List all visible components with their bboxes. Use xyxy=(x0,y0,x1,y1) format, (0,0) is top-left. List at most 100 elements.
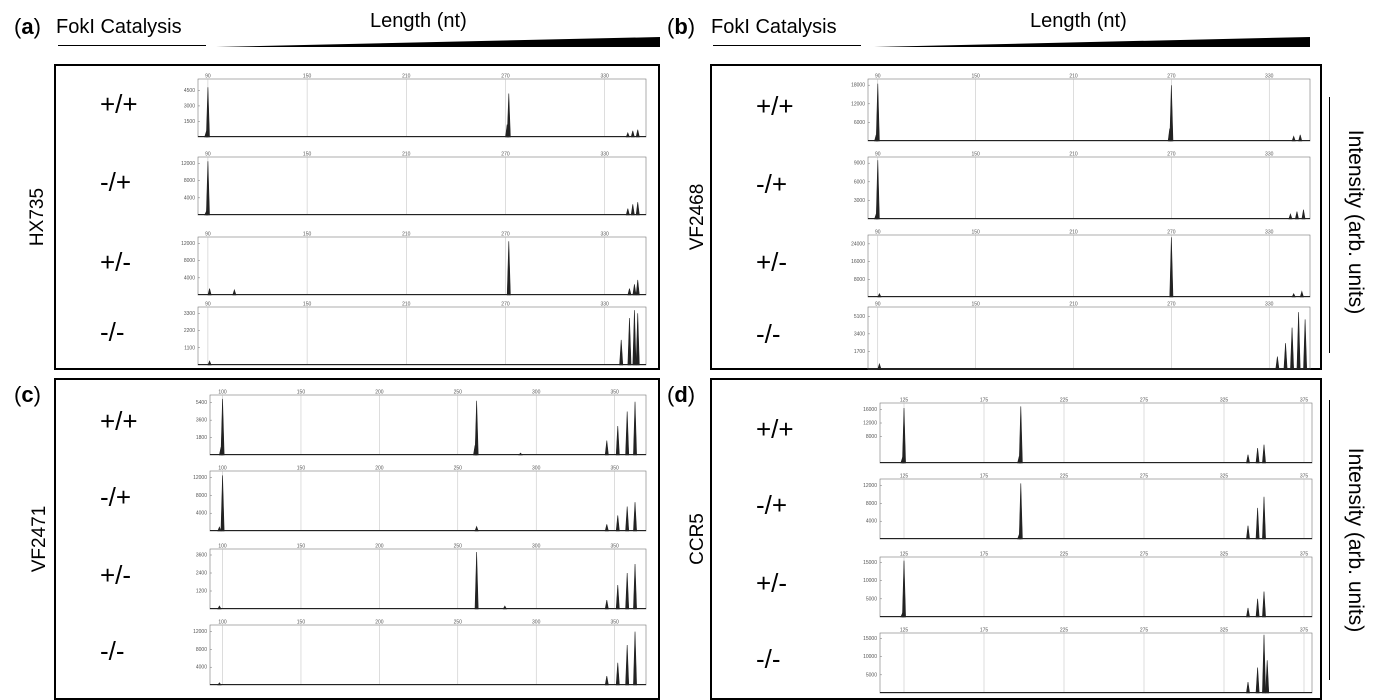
y-tick-label: 1700 xyxy=(854,349,865,355)
x-tick-label: 375 xyxy=(1300,552,1309,558)
peak xyxy=(1288,213,1293,220)
x-tick-label: 250 xyxy=(454,466,463,472)
x-tick-label: 175 xyxy=(980,474,989,480)
trace-c-1: 100 150 200 250 300 350 1800 3600 5400 xyxy=(196,390,647,456)
trace-b-2: 90 150 210 270 330 3000 6000 9000 xyxy=(854,152,1311,220)
x-tick-label: 270 xyxy=(1167,74,1176,80)
condition-label-d-2: -/+ xyxy=(756,490,788,520)
peak xyxy=(1290,327,1294,370)
panel-label-a: (a) xyxy=(14,14,41,39)
x-tick-label: 350 xyxy=(610,390,619,396)
trace-frame xyxy=(197,236,647,296)
x-tick-label: 150 xyxy=(297,390,306,396)
x-tick-label: 300 xyxy=(532,620,541,626)
trace-frame xyxy=(197,306,647,366)
y-tick-label: 8000 xyxy=(184,258,195,264)
peak xyxy=(604,440,609,456)
y-tick-label: 10000 xyxy=(863,578,877,584)
peak xyxy=(902,407,906,464)
y-tick-label: 16000 xyxy=(851,259,865,265)
x-tick-label: 150 xyxy=(971,302,980,308)
x-tick-label: 90 xyxy=(205,74,211,80)
condition-label-a-3: +/- xyxy=(100,247,132,277)
y-tick-label: 8000 xyxy=(866,501,877,507)
y-tick-label: 2400 xyxy=(196,571,207,577)
x-tick-label: 125 xyxy=(900,552,909,558)
peak xyxy=(1262,496,1266,540)
peak xyxy=(1303,319,1308,370)
trace-frame xyxy=(209,548,647,610)
y-tick-label: 4000 xyxy=(866,519,877,525)
peak xyxy=(633,631,637,686)
peak xyxy=(217,605,222,610)
length-wedge-b xyxy=(874,37,1310,47)
peak xyxy=(902,560,906,618)
length-label-a: Length (nt) xyxy=(370,10,467,32)
y-tick-label: 5000 xyxy=(866,596,877,602)
peak xyxy=(1299,290,1304,298)
y-tick-label: 5400 xyxy=(196,400,207,406)
condition-label-b-4: -/- xyxy=(756,319,781,349)
x-tick-label: 375 xyxy=(1300,474,1309,480)
panel-label-b: (b) xyxy=(667,14,696,39)
trace-d-2: 125 175 225 275 325 375 4000 8000 12000 xyxy=(863,474,1313,540)
x-tick-label: 125 xyxy=(900,398,909,404)
panel-box-a xyxy=(54,64,660,370)
peak xyxy=(217,526,222,532)
peak xyxy=(604,599,609,610)
peak xyxy=(474,525,479,532)
peak xyxy=(630,130,635,138)
x-tick-label: 90 xyxy=(875,74,881,80)
y-tick-label: 5100 xyxy=(854,314,865,320)
trace-frame xyxy=(197,156,647,216)
peak xyxy=(1255,507,1260,540)
peak xyxy=(1246,525,1250,540)
peak xyxy=(1262,591,1266,618)
peak xyxy=(474,551,479,610)
intensity-line-top xyxy=(1329,97,1330,353)
x-tick-label: 270 xyxy=(501,302,510,308)
x-tick-label: 150 xyxy=(303,74,312,80)
peak xyxy=(627,317,632,366)
peak xyxy=(615,584,620,610)
peak xyxy=(615,515,620,532)
x-tick-label: 210 xyxy=(402,74,411,80)
peak xyxy=(1283,343,1288,370)
condition-label-a-2: -/+ xyxy=(100,167,132,197)
peak xyxy=(632,310,637,366)
peak xyxy=(207,360,212,366)
trace-a-3: 90 150 210 270 330 4000 8000 12000 xyxy=(181,232,647,296)
x-tick-label: 275 xyxy=(1140,552,1149,558)
peak xyxy=(1294,211,1299,220)
peak xyxy=(473,445,478,456)
x-tick-label: 350 xyxy=(610,620,619,626)
peak xyxy=(1246,682,1250,694)
peak xyxy=(627,288,632,296)
y-tick-label: 12000 xyxy=(863,421,877,427)
condition-label-a-4: -/- xyxy=(100,317,125,347)
trace-b-4: 90 150 210 270 330 1700 3400 5100 xyxy=(854,302,1311,370)
x-tick-label: 200 xyxy=(375,544,384,550)
peak xyxy=(1291,292,1296,298)
peak xyxy=(875,160,880,220)
y-tick-label: 18000 xyxy=(851,83,865,89)
trace-b-3: 90 150 210 270 330 8000 16000 24000 xyxy=(851,230,1311,298)
trace-b-1: 90 150 210 270 330 6000 12000 18000 xyxy=(851,74,1311,142)
trace-a-4: 90 150 210 270 330 1100 2200 3300 xyxy=(184,302,647,366)
peak xyxy=(615,425,620,456)
x-tick-label: 210 xyxy=(402,232,411,238)
condition-label-a-1: +/+ xyxy=(100,89,138,119)
x-tick-label: 90 xyxy=(875,152,881,158)
y-tick-label: 16000 xyxy=(863,407,877,413)
y-tick-label: 12000 xyxy=(193,475,207,481)
peak xyxy=(1298,134,1303,142)
y-tick-label: 3000 xyxy=(184,103,195,109)
condition-label-c-4: -/- xyxy=(100,636,125,666)
trace-frame xyxy=(209,470,647,532)
x-tick-label: 275 xyxy=(1140,474,1149,480)
sample-name-a: HX735 xyxy=(27,187,48,247)
intensity-line-bottom xyxy=(1329,400,1330,680)
y-tick-label: 6000 xyxy=(854,179,865,185)
x-tick-label: 225 xyxy=(1060,552,1069,558)
y-tick-label: 12000 xyxy=(193,629,207,635)
